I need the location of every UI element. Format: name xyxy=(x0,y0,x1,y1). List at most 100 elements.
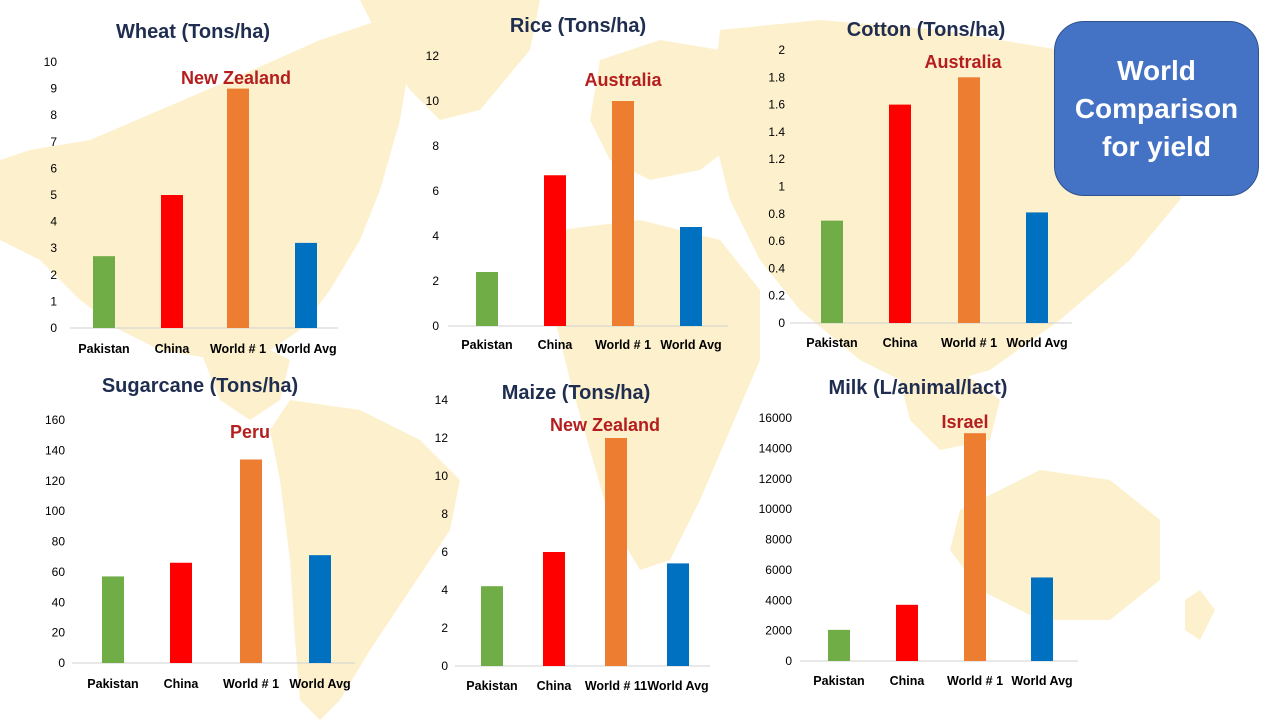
sugarcane-chart-title: Sugarcane (Tons/ha) xyxy=(102,375,298,397)
maize-category-label: World # 11 xyxy=(585,679,647,693)
wheat-y-tick-label: 0 xyxy=(50,321,57,335)
sugarcane-y-tick-label: 0 xyxy=(58,656,65,670)
maize-bar-china xyxy=(543,552,565,666)
cotton-category-label: World Avg xyxy=(1006,336,1067,350)
wheat-chart: Wheat (Tons/ha) New Zealand 0 1 2 3 4 5 6 7 8 9 10 Pa… xyxy=(44,21,338,356)
maize-y-tick-label: 0 xyxy=(441,659,448,673)
maize-y-tick-label: 2 xyxy=(441,621,448,635)
rice-y-tick-label: 8 xyxy=(432,139,439,153)
rice-y-tick-label: 10 xyxy=(426,94,440,108)
sugarcane-bar-world-1 xyxy=(240,459,262,663)
wheat-bar-world-avg xyxy=(295,242,317,328)
cotton-y-tick-label: 0.2 xyxy=(768,289,785,303)
sugarcane-y-tick-label: 40 xyxy=(52,595,66,609)
map-central-america xyxy=(200,345,290,420)
wheat-category-label: World Avg xyxy=(275,342,336,356)
milk-category-label: China xyxy=(890,674,926,688)
milk-y-tick-label: 0 xyxy=(785,654,792,668)
sugarcane-category-label: China xyxy=(164,677,200,691)
maize-category-label: China xyxy=(537,679,573,693)
wheat-category-label: Pakistan xyxy=(78,342,129,356)
milk-category-label: Pakistan xyxy=(813,674,864,688)
maize-y-tick-label: 6 xyxy=(441,545,448,559)
cotton-y-tick-label: 2 xyxy=(778,43,785,57)
sugarcane-bar-pakistan xyxy=(102,576,124,663)
cotton-y-tick-label: 0.6 xyxy=(768,234,785,248)
wheat-y-tick-label: 2 xyxy=(50,268,57,282)
maize-y-tick-label: 12 xyxy=(435,431,449,445)
rice-category-label: Pakistan xyxy=(461,338,512,352)
maize-category-label: World Avg xyxy=(647,679,708,693)
sugarcane-bar-world-avg xyxy=(309,555,331,663)
world-comparison-callout: World Comparison for yield xyxy=(1054,21,1259,196)
sugarcane-category-label: World Avg xyxy=(289,677,350,691)
sugarcane-y-tick-label: 100 xyxy=(45,504,65,518)
maize-top-producer-label: New Zealand xyxy=(550,415,660,435)
sugarcane-y-tick-label: 80 xyxy=(52,535,66,549)
wheat-y-tick-label: 10 xyxy=(44,55,58,69)
maize-category-label: Pakistan xyxy=(466,679,517,693)
milk-y-tick-label: 4000 xyxy=(765,593,792,607)
wheat-y-tick-label: 9 xyxy=(50,82,57,96)
milk-y-tick-label: 16000 xyxy=(759,411,793,425)
maize-y-tick-label: 10 xyxy=(435,469,449,483)
milk-bar-china xyxy=(896,604,918,661)
sugarcane-y-tick-label: 20 xyxy=(52,626,66,640)
cotton-y-tick-label: 1.8 xyxy=(768,70,785,84)
wheat-chart-title: Wheat (Tons/ha) xyxy=(116,21,270,43)
milk-category-label: World Avg xyxy=(1011,674,1072,688)
milk-chart: Milk (L/animal/lact) Israel 0 2000 4000 6000 8… xyxy=(759,377,1078,688)
sugarcane-y-tick-label: 120 xyxy=(45,474,65,488)
cotton-y-tick-label: 1 xyxy=(778,180,785,194)
rice-y-tick-label: 12 xyxy=(426,49,440,63)
callout-text: World Comparison for yield xyxy=(1074,54,1239,162)
cotton-y-tick-label: 1.6 xyxy=(768,98,785,112)
rice-category-label: World # 1 xyxy=(595,338,651,352)
wheat-y-tick-label: 5 xyxy=(50,188,57,202)
wheat-category-label: China xyxy=(155,342,191,356)
milk-y-tick-label: 12000 xyxy=(759,472,793,486)
maize-y-tick-label: 8 xyxy=(441,507,448,521)
milk-bar-world-1 xyxy=(964,433,986,661)
cotton-category-label: China xyxy=(883,336,919,350)
wheat-bar-pakistan xyxy=(93,256,115,328)
milk-y-tick-label: 2000 xyxy=(765,624,792,638)
cotton-chart: Cotton (Tons/ha) Australia 0 0.2 0.4 0.6 0.8 1 1… xyxy=(768,19,1072,350)
milk-bar-pakistan xyxy=(828,629,850,661)
wheat-category-label: World # 1 xyxy=(210,342,266,356)
rice-y-tick-label: 2 xyxy=(432,274,439,288)
rice-bar-world-1 xyxy=(612,101,634,326)
rice-y-tick-label: 4 xyxy=(432,229,439,243)
map-greenland xyxy=(360,0,540,120)
cotton-bar-world-avg xyxy=(1026,212,1048,323)
wheat-y-tick-label: 6 xyxy=(50,161,57,175)
cotton-y-tick-label: 1.2 xyxy=(768,152,785,166)
sugarcane-category-label: World # 1 xyxy=(223,677,279,691)
wheat-y-tick-label: 7 xyxy=(50,135,57,149)
milk-chart-title: Milk (L/animal/lact) xyxy=(829,377,1008,399)
map-africa xyxy=(550,220,760,570)
map-new-zealand xyxy=(1185,590,1215,640)
cotton-top-producer-label: Australia xyxy=(924,52,1002,72)
cotton-chart-title: Cotton (Tons/ha) xyxy=(847,19,1005,41)
rice-category-label: China xyxy=(538,338,574,352)
wheat-bar-china xyxy=(161,195,183,328)
wheat-y-tick-label: 1 xyxy=(50,294,57,308)
cotton-y-tick-label: 0 xyxy=(778,316,785,330)
milk-category-label: World # 1 xyxy=(947,674,1003,688)
milk-y-tick-label: 14000 xyxy=(759,441,793,455)
sugarcane-top-producer-label: Peru xyxy=(230,422,270,442)
rice-y-tick-label: 0 xyxy=(432,319,439,333)
wheat-y-tick-label: 3 xyxy=(50,241,57,255)
cotton-y-tick-label: 1.4 xyxy=(768,125,785,139)
map-southeast-asia xyxy=(900,370,1000,450)
rice-category-label: World Avg xyxy=(660,338,721,352)
rice-top-producer-label: Australia xyxy=(584,70,662,90)
rice-chart-title: Rice (Tons/ha) xyxy=(510,15,646,37)
maize-y-tick-label: 14 xyxy=(435,393,449,407)
sugarcane-bar-china xyxy=(170,562,192,663)
map-australia xyxy=(950,470,1160,620)
milk-y-tick-label: 8000 xyxy=(765,533,792,547)
wheat-y-tick-label: 8 xyxy=(50,108,57,122)
sugarcane-y-tick-label: 60 xyxy=(52,565,66,579)
